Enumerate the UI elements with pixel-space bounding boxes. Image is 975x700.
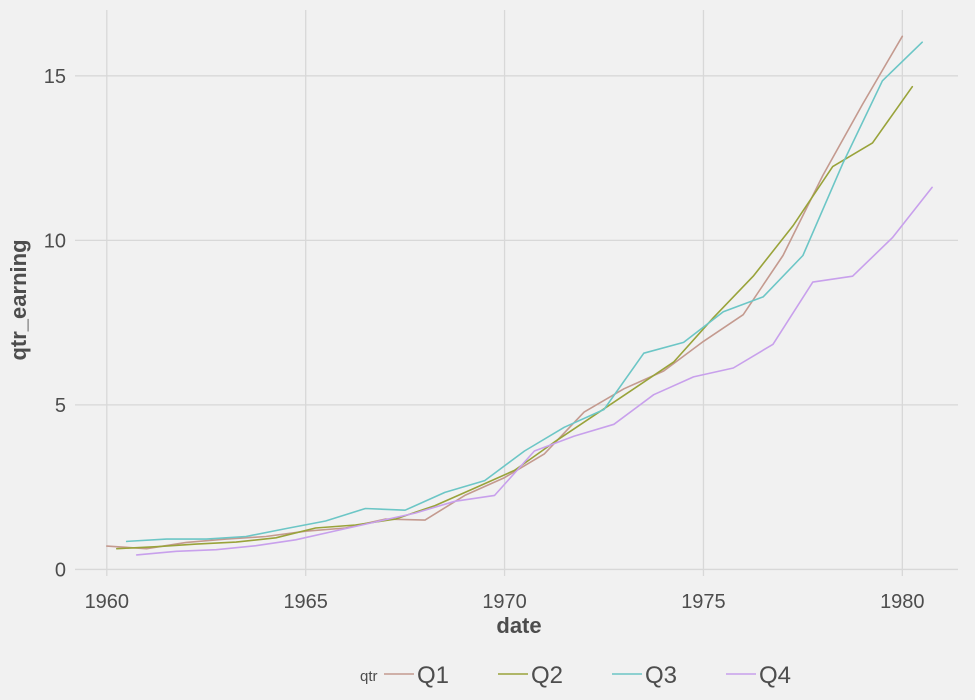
gridlines (75, 10, 958, 576)
series-line-q1 (106, 35, 904, 550)
y-axis-title: qtr_earning (6, 239, 31, 360)
series-line-q2 (116, 85, 914, 550)
legend-label-q4: Q4 (759, 662, 791, 689)
y-tick-label: 0 (55, 559, 66, 581)
series-lines (106, 35, 933, 556)
y-axis-ticks: 0 5 10 15 (44, 66, 66, 582)
x-tick-label: 1980 (880, 591, 925, 613)
series-line-q4 (135, 186, 933, 556)
x-axis-ticks: 1960 1965 1970 1975 1980 (85, 591, 925, 613)
x-axis-title: date (496, 613, 541, 638)
y-tick-label: 5 (55, 395, 66, 417)
legend-label-q3: Q3 (645, 662, 677, 689)
legend-label-q1: Q1 (417, 662, 449, 689)
y-tick-label: 15 (44, 66, 66, 88)
x-tick-label: 1965 (283, 591, 328, 613)
x-tick-label: 1975 (681, 591, 726, 613)
legend-label-q2: Q2 (531, 662, 563, 689)
legend: qtr Q1 Q2 Q3 Q4 (360, 662, 791, 689)
legend-title: qtr (360, 668, 378, 685)
x-tick-label: 1970 (482, 591, 527, 613)
x-tick-label: 1960 (85, 591, 130, 613)
y-tick-label: 10 (44, 230, 66, 252)
series-line-q3 (125, 41, 924, 543)
legend-items: Q1 Q2 Q3 Q4 (384, 662, 791, 689)
